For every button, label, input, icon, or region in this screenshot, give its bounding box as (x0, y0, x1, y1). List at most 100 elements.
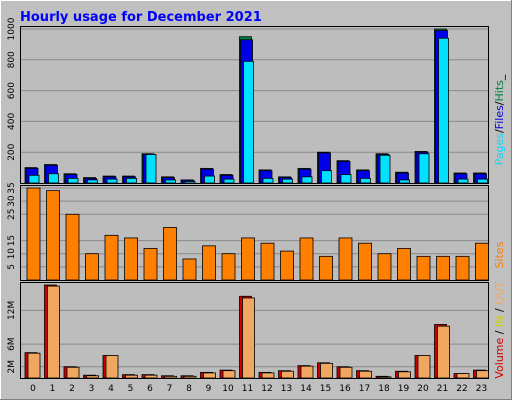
x-tick-label: 14 (300, 384, 312, 394)
legend-part: / (493, 129, 506, 133)
bar-pages (223, 178, 235, 184)
bar-volume-out (281, 370, 294, 379)
x-tick-label: 0 (30, 384, 36, 394)
bar-pages (321, 170, 332, 184)
bar-volume-out (261, 372, 275, 379)
bar-pages (67, 177, 79, 184)
y-tick-label: 30 (7, 195, 17, 207)
bar-volume-out (222, 370, 236, 379)
bar-sites (377, 253, 392, 281)
x-tick-label: 4 (108, 384, 114, 394)
legend-part: Files (493, 105, 506, 129)
bar-pages (340, 174, 352, 184)
x-tick-label: 20 (417, 384, 429, 394)
bar-pages (282, 178, 293, 184)
bar-volume-out (27, 352, 41, 379)
bar-pages (457, 178, 469, 184)
chart-title: Hourly usage for December 2021 (20, 10, 262, 25)
bar-volume-out (183, 375, 197, 379)
bar-volume-out (476, 370, 489, 379)
bar-volume-out (300, 365, 314, 379)
x-tick-label: 15 (320, 384, 331, 394)
legend-part: / (493, 305, 506, 316)
bar-sites (241, 237, 255, 281)
bar-volume-out (417, 355, 431, 379)
bar-volume-out (378, 376, 392, 379)
bar-volume-out (66, 366, 80, 379)
legend-part: Volume (493, 337, 506, 378)
y-tick-label: 1000 (7, 17, 17, 40)
bar-sites (416, 255, 431, 281)
bar-pages (243, 60, 254, 184)
bar-volume-out (339, 366, 353, 379)
legend-part: Hits (493, 80, 506, 102)
bar-pages (48, 173, 59, 184)
bar-pages (360, 177, 371, 184)
bar-volume-out (47, 285, 60, 379)
y-tick-label: 600 (7, 82, 17, 99)
bar-sites (358, 242, 372, 281)
bar-sites (163, 227, 177, 281)
bar-volume-out (320, 362, 333, 379)
bar-volume-out (164, 375, 177, 379)
bar-pages (106, 178, 118, 184)
x-tick-label: 3 (89, 384, 95, 394)
legend-hits-files-pages: Pages/Files/Hits_ (493, 74, 506, 165)
bar-volume-out (359, 370, 372, 379)
bar-pages (399, 179, 410, 184)
bar-pages (126, 177, 137, 184)
bar-sites (124, 237, 138, 281)
x-tick-label: 16 (339, 384, 351, 394)
x-tick-label: 5 (128, 384, 134, 394)
bar-sites (26, 187, 41, 281)
bar-sites (104, 234, 119, 281)
bar-sites (280, 250, 294, 281)
bar-pages (165, 179, 176, 184)
bar-volume-out (86, 375, 99, 379)
y-tick-label: 200 (7, 143, 17, 160)
legend-sites: Sites (493, 241, 506, 268)
x-tick-label: 13 (281, 384, 292, 394)
bar-sites (455, 255, 470, 281)
bar-pages (301, 176, 313, 184)
bar-sites (221, 253, 236, 281)
legend-volume: Volume / IN / OUT (493, 281, 506, 379)
bar-sites (299, 237, 314, 281)
legend-part: Pages (493, 133, 506, 166)
bar-sites (475, 242, 489, 281)
legend-part: OUT (493, 281, 506, 305)
bar-sites (85, 253, 99, 281)
y-tick-label: 800 (7, 51, 17, 68)
bar-volume-out (242, 297, 255, 379)
y-tick-label: 5 (7, 264, 17, 270)
y-tick-label: 15 (7, 235, 17, 246)
bar-volume-out (125, 374, 138, 379)
x-tick-label: 9 (206, 384, 212, 394)
y-tick-label: 25 (7, 209, 17, 220)
x-tick-label: 12 (261, 384, 272, 394)
bar-volume-out (398, 371, 411, 379)
x-tick-label: 11 (242, 384, 253, 394)
y-tick-label: 12M (7, 301, 17, 320)
y-tick-label: 400 (7, 113, 17, 130)
bar-sites (143, 248, 158, 281)
bar-pages (477, 178, 488, 184)
bar-sites (182, 258, 197, 281)
bar-pages (418, 153, 430, 184)
x-tick-label: 23 (476, 384, 487, 394)
x-tick-label: 19 (398, 384, 410, 394)
legend-part: / (493, 327, 506, 338)
y-tick-label: 35 (7, 182, 17, 193)
bar-sites (202, 245, 216, 281)
bar-volume-out (203, 372, 216, 379)
bar-pages (145, 154, 157, 184)
legend-part: Sites (493, 241, 506, 268)
bar-sites (65, 213, 80, 281)
bar-pages (262, 177, 274, 184)
x-tick-label: 21 (437, 384, 448, 394)
bar-pages (438, 37, 449, 184)
x-tick-label: 18 (378, 384, 390, 394)
